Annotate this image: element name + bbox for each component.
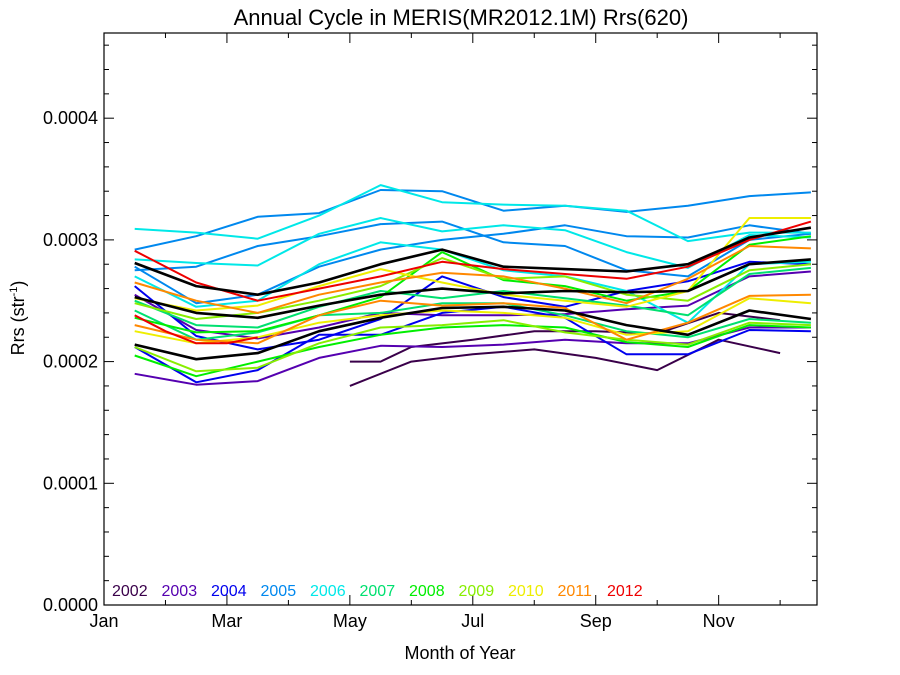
x-tick-label: Mar xyxy=(211,611,242,631)
y-tick-label: 0.0003 xyxy=(43,230,98,250)
legend-item-2002: 2002 xyxy=(112,583,148,600)
legend-item-2008: 2008 xyxy=(409,583,445,600)
series-line-1 xyxy=(349,338,781,387)
x-tick-label: Nov xyxy=(703,611,735,631)
series-line-13 xyxy=(134,266,811,329)
series-line-10 xyxy=(134,184,811,243)
series-line-17 xyxy=(134,257,811,320)
series-line-19 xyxy=(134,217,811,312)
series-line-27 xyxy=(134,305,812,361)
x-axis: Jan Mar May Jul Sep Nov xyxy=(89,33,781,631)
chart-title: Annual Cycle in MERIS(MR2012.1M) Rrs(620… xyxy=(234,5,689,30)
x-tick-label: Jan xyxy=(89,611,118,631)
series-line-6 xyxy=(134,305,811,384)
y-axis: 0.0000 0.0001 0.0002 0.0003 0.0004 xyxy=(43,44,817,615)
x-tick-label: May xyxy=(333,611,367,631)
series-line-18 xyxy=(134,319,811,373)
x-axis-label: Month of Year xyxy=(404,643,515,663)
y-axis-label-superscript: -1 xyxy=(8,287,20,297)
series-line-14 xyxy=(134,302,811,341)
series-line-16 xyxy=(134,324,811,378)
series-line-24 xyxy=(134,314,258,345)
y-tick-label: 0.0001 xyxy=(43,473,98,493)
series-line-26 xyxy=(134,258,812,320)
y-tick-label: 0.0000 xyxy=(43,595,98,615)
legend-item-2012: 2012 xyxy=(607,583,643,600)
y-tick-label: 0.0002 xyxy=(43,352,98,372)
series-line-23 xyxy=(134,220,812,302)
legend-item-2010: 2010 xyxy=(508,583,544,600)
legend-item-2006: 2006 xyxy=(310,583,346,600)
y-axis-label: Rrs (str-1) xyxy=(8,281,28,356)
legend-item-2005: 2005 xyxy=(261,583,297,600)
legend-item-2007: 2007 xyxy=(360,583,396,600)
series-line-9 xyxy=(134,224,812,305)
plot-frame xyxy=(103,32,818,606)
series-line-22 xyxy=(134,293,811,345)
y-axis-label-end: ) xyxy=(8,281,28,287)
legend-item-2011: 2011 xyxy=(558,583,593,600)
series-line-21 xyxy=(134,245,811,314)
legend-item-2004: 2004 xyxy=(211,583,247,600)
legend-item-2009: 2009 xyxy=(459,583,495,600)
y-axis-label-main: Rrs (str xyxy=(8,296,28,355)
legend: 2002 2003 2004 2005 2006 2007 2008 2009 2010 2011… xyxy=(112,583,643,600)
series-line-8 xyxy=(134,220,811,278)
series-line-4 xyxy=(134,270,811,340)
x-tick-label: Sep xyxy=(580,611,612,631)
series-line-15 xyxy=(134,235,812,334)
y-tick-label: 0.0004 xyxy=(43,108,98,128)
legend-item-2003: 2003 xyxy=(162,583,198,600)
series-line-12 xyxy=(134,241,811,324)
series-line-25 xyxy=(134,226,812,297)
series-line-7 xyxy=(134,189,811,251)
x-tick-label: Jul xyxy=(461,611,484,631)
series-line-2 xyxy=(349,311,781,363)
series-lines xyxy=(134,184,812,387)
